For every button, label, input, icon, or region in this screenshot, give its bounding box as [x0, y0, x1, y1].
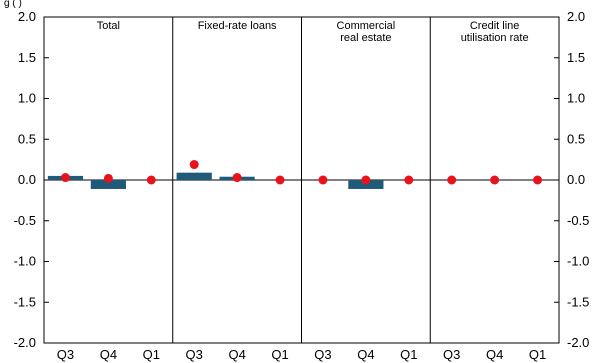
marker-point: [318, 175, 328, 185]
y-tick-label-right: 1.0: [567, 91, 585, 106]
y-tick-label-right: 0.0: [567, 172, 585, 187]
x-tick-label: Q1: [529, 347, 546, 362]
marker-point: [103, 173, 113, 183]
marker-point: [60, 173, 70, 183]
top-note: g ( ): [4, 0, 22, 9]
bar: [176, 172, 212, 180]
y-tick-label-right: -1.5: [567, 294, 589, 309]
bar: [90, 180, 126, 189]
marker-point: [490, 175, 500, 185]
x-tick-label: Q1: [400, 347, 417, 362]
marker-point: [533, 175, 543, 185]
y-tick-label-left: -1.0: [14, 254, 36, 269]
y-tick-label-right: 0.5: [567, 131, 585, 146]
y-tick-label-left: 0.0: [18, 172, 36, 187]
x-tick-label: Q1: [143, 347, 160, 362]
panel-title: utilisation rate: [461, 32, 529, 44]
y-tick-label-right: -0.5: [567, 213, 589, 228]
panel-title: Commercial: [337, 20, 396, 32]
x-tick-label: Q1: [271, 347, 288, 362]
y-tick-label-left: 0.5: [18, 131, 36, 146]
marker-point: [232, 173, 242, 183]
panel-title: Credit line: [470, 20, 520, 32]
marker-point: [404, 175, 414, 185]
marker-point: [447, 175, 457, 185]
y-tick-label-right: 1.5: [567, 50, 585, 65]
x-tick-label: Q3: [443, 347, 460, 362]
panel-title: Total: [97, 20, 120, 32]
y-tick-label-left: 1.0: [18, 91, 36, 106]
panel-title: real estate: [340, 32, 391, 44]
plot-area: 2.0 2.0 1.5 1.5 1.0 1.0 0.5 0.5 0.0 0.0 -0.5 -0.5 -1…: [14, 9, 590, 362]
x-tick-label: Q3: [314, 347, 331, 362]
x-tick-label: Q3: [57, 347, 74, 362]
y-tick-label-left: -1.5: [14, 294, 36, 309]
y-tick-label-left: -2.0: [14, 335, 36, 350]
marker-point: [189, 160, 199, 170]
marker-point: [275, 175, 285, 185]
x-tick-label: Q4: [228, 347, 245, 362]
y-tick-label-left: 1.5: [18, 50, 36, 65]
panel-title: Fixed-rate loans: [198, 20, 277, 32]
marker-point: [361, 175, 371, 185]
y-tick-label-left: -0.5: [14, 213, 36, 228]
marker-point: [146, 175, 156, 185]
y-tick-label-right: -1.0: [567, 254, 589, 269]
x-tick-label: Q4: [486, 347, 503, 362]
x-tick-label: Q4: [357, 347, 374, 362]
y-tick-label-right: -2.0: [567, 335, 589, 350]
x-tick-label: Q4: [100, 347, 117, 362]
y-tick-label-right: 2.0: [567, 9, 585, 24]
x-tick-label: Q3: [186, 347, 203, 362]
y-tick-label-left: 2.0: [18, 9, 36, 24]
